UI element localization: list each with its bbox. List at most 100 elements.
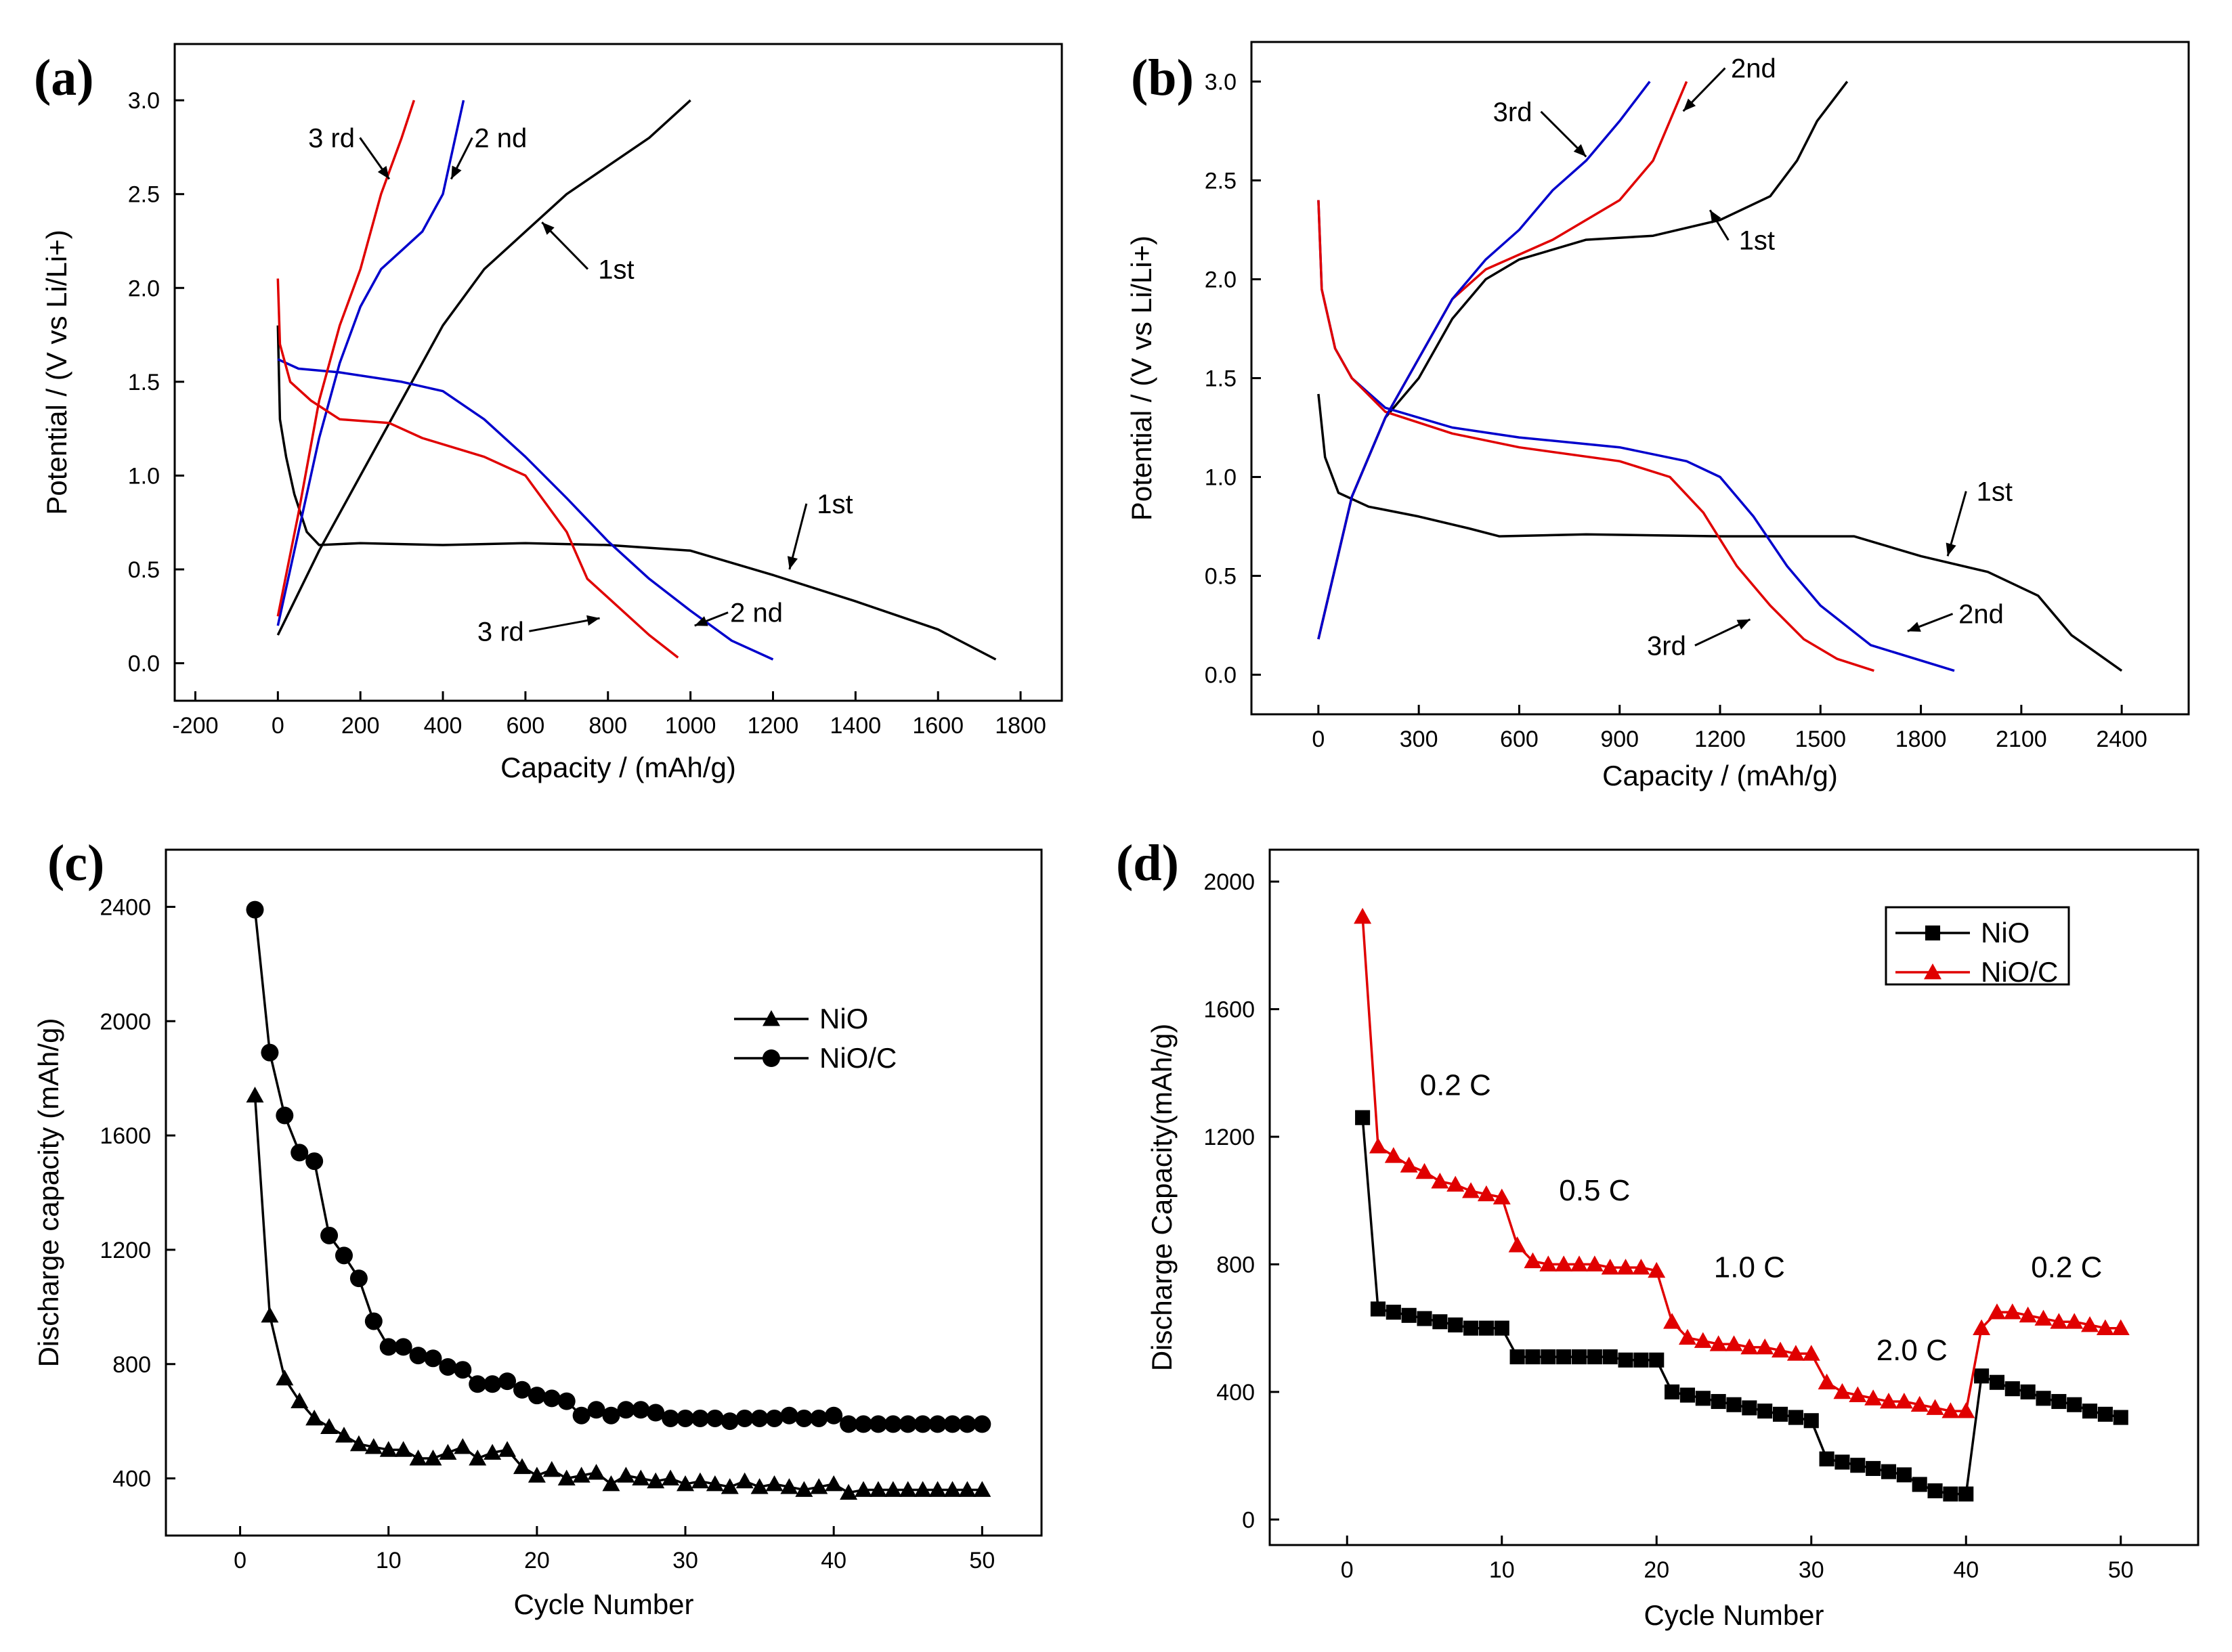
legend-label: NiO/C — [1981, 956, 2058, 988]
data-point — [1478, 1320, 1494, 1336]
y-tick-label: 1.5 — [128, 370, 160, 395]
rate-label: 0.2 C — [1420, 1069, 1491, 1102]
x-tick-label: 0 — [272, 713, 284, 739]
data-point — [1509, 1349, 1525, 1365]
data-point — [1493, 1188, 1511, 1204]
data-point — [899, 1481, 917, 1497]
data-point — [750, 1478, 769, 1494]
x-tick-label: 10 — [1489, 1557, 1515, 1583]
data-point — [1555, 1255, 1573, 1271]
data-point — [721, 1478, 739, 1494]
data-point — [335, 1246, 353, 1265]
data-point — [246, 900, 264, 919]
data-point — [1679, 1387, 1695, 1403]
data-point — [602, 1406, 620, 1425]
data-point — [1958, 1486, 1974, 1502]
data-point — [587, 1464, 605, 1480]
data-point — [305, 1409, 324, 1426]
data-point — [1648, 1261, 1666, 1278]
data-point — [2082, 1404, 2098, 1419]
series-line-a-4 — [276, 278, 679, 659]
x-tick-label: 1800 — [995, 713, 1046, 739]
data-point — [2003, 1303, 2021, 1320]
curve-annotation: 1st — [817, 490, 853, 519]
annotation-arrow-head — [787, 556, 798, 569]
data-point — [1957, 1402, 1975, 1418]
plot-frame — [165, 848, 1043, 1537]
data-point — [1695, 1391, 1711, 1406]
y-tick-label: 1200 — [100, 1238, 151, 1263]
x-tick-label: 30 — [672, 1548, 698, 1573]
data-point — [1818, 1373, 1836, 1390]
data-point — [572, 1406, 591, 1425]
series-line-a-3 — [276, 100, 465, 626]
rate-label: 1.0 C — [1714, 1251, 1785, 1284]
x-tick-label: 10 — [376, 1548, 402, 1573]
x-axis-title: Capacity / (mAh/g) — [500, 752, 736, 783]
series-line-b-2 — [1317, 200, 1955, 672]
data-point — [1448, 1317, 1463, 1332]
annotation-arrow-head — [1710, 210, 1721, 224]
data-point — [1462, 1182, 1480, 1198]
data-point — [349, 1269, 368, 1288]
data-point — [647, 1472, 665, 1489]
data-point — [1786, 1345, 1805, 1361]
data-point — [2051, 1393, 2067, 1410]
x-tick-label: 600 — [1500, 726, 1539, 752]
data-point — [691, 1472, 709, 1489]
x-tick-label: 2400 — [2096, 726, 2147, 752]
data-point — [632, 1469, 650, 1485]
data-point — [1633, 1352, 1649, 1368]
data-point — [1941, 1402, 1960, 1418]
y-tick-label: 400 — [112, 1466, 151, 1492]
data-point — [513, 1458, 531, 1475]
chart-panel-c: (c) 0 10 20 30 40 50 400 800 1200 1600 2000 2400 Cycl… — [33, 835, 1043, 1620]
data-point — [2113, 1410, 2128, 1425]
plot-frame — [1268, 848, 2199, 1546]
series-line-a-2 — [277, 358, 774, 661]
annotation-arrow-head — [1736, 619, 1751, 630]
data-point — [617, 1466, 635, 1483]
data-point — [276, 1106, 294, 1125]
data-point — [914, 1415, 932, 1433]
rate-label: 0.2 C — [2031, 1251, 2102, 1284]
data-point — [2050, 1313, 2068, 1329]
data-point — [454, 1438, 472, 1454]
x-tick-label: 1600 — [912, 713, 964, 739]
y-axis-title: Potential / (V vs Li/Li+) — [41, 230, 72, 515]
rate-label: 0.5 C — [1559, 1174, 1630, 1207]
data-point — [706, 1475, 724, 1492]
x-tick-label: 1800 — [1895, 726, 1947, 752]
series-line-b-5 — [1317, 81, 1651, 640]
data-point — [1370, 1301, 1386, 1317]
x-tick-label: 1200 — [748, 713, 799, 739]
x-tick-label: 20 — [1644, 1557, 1669, 1583]
curve-annotation: 3rd — [1493, 97, 1532, 127]
data-point — [1539, 1255, 1558, 1271]
y-axis-title: Discharge Capacity(mAh/g) — [1146, 1024, 1178, 1372]
x-tick-label: 1200 — [1694, 726, 1746, 752]
data-point — [542, 1389, 561, 1408]
x-tick-label: 40 — [821, 1548, 846, 1573]
x-tick-label: 0 — [1312, 726, 1325, 752]
data-point — [572, 1466, 591, 1483]
y-axis-title: Discharge capacity (mAh/g) — [33, 1018, 64, 1368]
y-tick-label: 1200 — [1203, 1125, 1255, 1150]
data-point — [1632, 1259, 1650, 1275]
data-point — [2036, 1391, 2051, 1406]
series-line-d-1 — [1361, 916, 2121, 1412]
data-point — [1354, 907, 1372, 924]
data-point — [246, 1086, 264, 1103]
y-tick-label: 1.0 — [128, 463, 160, 489]
y-tick-label: 2000 — [100, 1009, 151, 1035]
x-tick-label: 2100 — [1996, 726, 2047, 752]
data-point — [1571, 1349, 1587, 1365]
data-point — [1756, 1338, 1774, 1355]
data-point — [379, 1338, 398, 1356]
y-tick-label: 3.0 — [128, 88, 160, 114]
data-point — [677, 1409, 695, 1427]
data-point — [721, 1412, 739, 1431]
data-point — [1415, 1162, 1434, 1179]
data-point — [1477, 1185, 1495, 1202]
data-point — [1541, 1349, 1556, 1365]
